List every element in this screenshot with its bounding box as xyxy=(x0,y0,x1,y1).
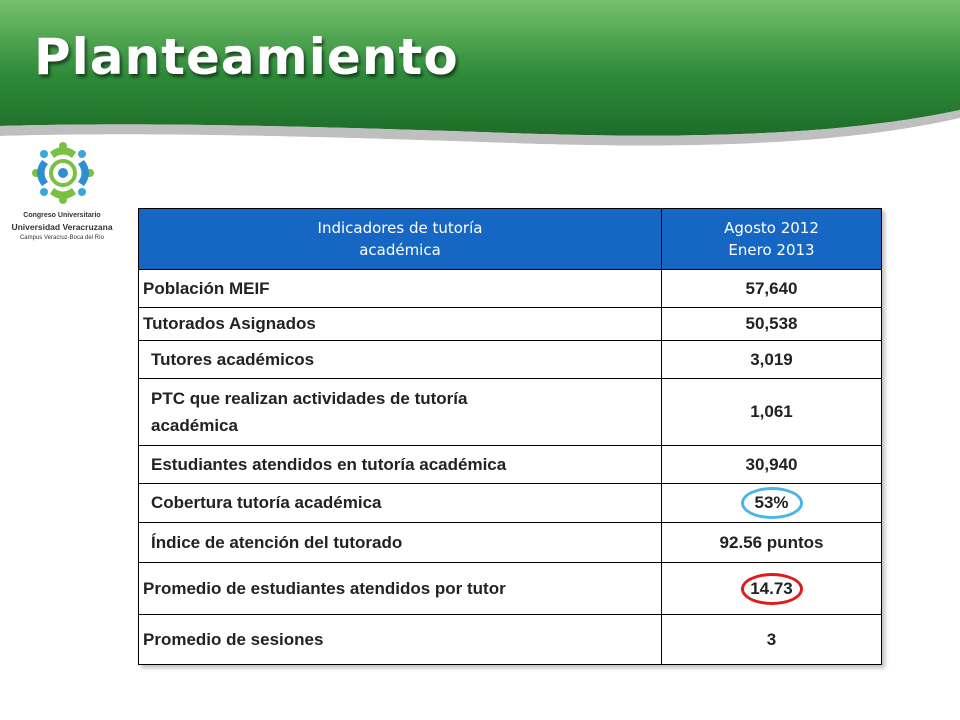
row-value-text: 53% xyxy=(754,493,789,512)
row-value: 53% xyxy=(661,483,882,523)
university-logo: Congreso Universitario Universidad Verac… xyxy=(6,138,118,264)
table-row: Promedio de sesiones 3 xyxy=(138,614,882,665)
row-value: 3 xyxy=(661,614,882,665)
blue-highlight-circle xyxy=(740,487,803,519)
congress-emblem-icon xyxy=(32,142,94,204)
row-value: 30,940 xyxy=(661,445,882,484)
table-header-row: Indicadores de tutoría académica Agosto … xyxy=(138,208,882,270)
row-label: Cobertura tutoría académica xyxy=(138,483,662,523)
row-label: Índice de atención del tutorado xyxy=(138,522,662,563)
row-value: 50,538 xyxy=(661,307,882,341)
table-row: Población MEIF 57,640 xyxy=(138,269,882,308)
title-banner xyxy=(0,0,960,200)
period-column-header: Agosto 2012 Enero 2013 xyxy=(661,208,882,270)
table-row: Índice de atención del tutorado 92.56 pu… xyxy=(138,522,882,563)
header-text-line: Enero 2013 xyxy=(728,241,815,259)
row-value: 1,061 xyxy=(661,378,882,446)
row-label: PTC que realizan actividades de tutoría … xyxy=(138,378,662,446)
logo-congress-text: Congreso Universitario xyxy=(23,212,101,219)
logo-campus-text: Campus Veracruz-Boca del Río xyxy=(19,235,105,241)
row-value: 92.56 puntos xyxy=(661,522,882,563)
row-label-line: PTC que realizan actividades de tutoría xyxy=(151,389,468,408)
row-value: 3,019 xyxy=(661,340,882,379)
header-text-line: Agosto 2012 xyxy=(724,219,819,237)
table-row: Cobertura tutoría académica 53% xyxy=(138,483,882,523)
table-row: Tutorados Asignados 50,538 xyxy=(138,307,882,341)
tutoring-indicators-table: Indicadores de tutoría académica Agosto … xyxy=(138,208,882,665)
table-row: Promedio de estudiantes atendidos por tu… xyxy=(138,562,882,615)
row-label: Población MEIF xyxy=(138,269,662,308)
table-row: Estudiantes atendidos en tutoría académi… xyxy=(138,445,882,484)
red-highlight-circle xyxy=(740,572,803,605)
row-label: Estudiantes atendidos en tutoría académi… xyxy=(138,445,662,484)
logo-university-text: Universidad Veracruzana xyxy=(11,222,113,232)
row-value: 14.73 xyxy=(661,562,882,615)
table-row: Tutores académicos 3,019 xyxy=(138,340,882,379)
slide-title: Planteamiento xyxy=(34,28,459,86)
row-value: 57,640 xyxy=(661,269,882,308)
row-label: Promedio de sesiones xyxy=(138,614,662,665)
header-text-line: Indicadores de tutoría xyxy=(317,219,483,237)
row-label: Tutorados Asignados xyxy=(138,307,662,341)
row-value-text: 14.73 xyxy=(750,578,793,598)
row-label: Tutores académicos xyxy=(138,340,662,379)
row-label: Promedio de estudiantes atendidos por tu… xyxy=(138,562,662,615)
indicator-column-header: Indicadores de tutoría académica xyxy=(138,208,662,270)
header-text-line: académica xyxy=(359,241,441,259)
table-row: PTC que realizan actividades de tutoría … xyxy=(138,378,882,446)
row-label-line: académica xyxy=(151,416,238,435)
